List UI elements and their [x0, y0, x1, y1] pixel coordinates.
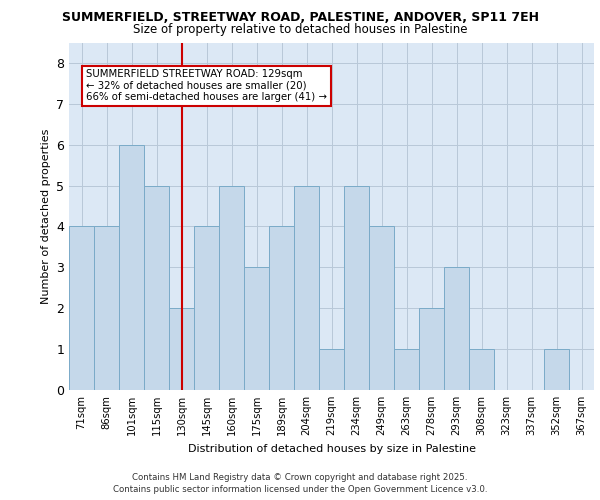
Bar [469, 349, 494, 390]
Text: Size of property relative to detached houses in Palestine: Size of property relative to detached ho… [133, 22, 467, 36]
Bar [294, 186, 319, 390]
Bar [269, 226, 294, 390]
Bar [119, 144, 144, 390]
X-axis label: Distribution of detached houses by size in Palestine: Distribution of detached houses by size … [187, 444, 476, 454]
Text: SUMMERFIELD, STREETWAY ROAD, PALESTINE, ANDOVER, SP11 7EH: SUMMERFIELD, STREETWAY ROAD, PALESTINE, … [62, 11, 539, 24]
Bar [419, 308, 444, 390]
Bar [194, 226, 219, 390]
Bar [94, 226, 119, 390]
Bar [319, 349, 344, 390]
Bar [144, 186, 169, 390]
Text: SUMMERFIELD STREETWAY ROAD: 129sqm
← 32% of detached houses are smaller (20)
66%: SUMMERFIELD STREETWAY ROAD: 129sqm ← 32%… [86, 69, 327, 102]
Text: Contains HM Land Registry data © Crown copyright and database right 2025.
Contai: Contains HM Land Registry data © Crown c… [113, 472, 487, 494]
Y-axis label: Number of detached properties: Number of detached properties [41, 128, 50, 304]
Bar [169, 308, 194, 390]
Bar [69, 226, 94, 390]
Bar [544, 349, 569, 390]
Bar [444, 268, 469, 390]
Bar [369, 226, 394, 390]
Bar [344, 186, 369, 390]
Bar [244, 268, 269, 390]
Bar [394, 349, 419, 390]
Bar [219, 186, 244, 390]
